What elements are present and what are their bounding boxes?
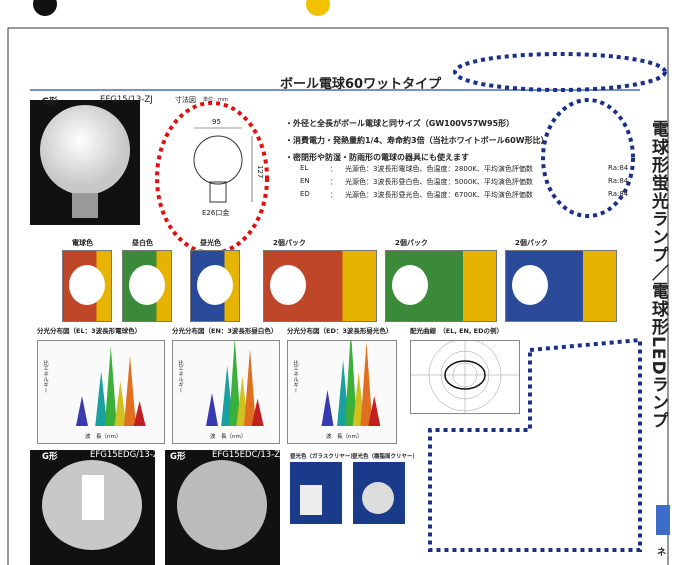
package-label: 昼光色 (200, 239, 221, 247)
package-label: 2個パック (515, 239, 548, 247)
spec-cell: 光源色：3波長形昼光色、色温度：6700K、平均演色評価数 (345, 191, 533, 199)
graph-title: 配光曲線 （EL, EN, EDの例） (410, 327, 504, 335)
height: 127 (256, 165, 264, 179)
feature: ・消費電力・発熱量約1/4、寿命約3倍（当社ホワイトボール60W形比） (285, 136, 549, 145)
polar (411, 338, 519, 413)
spectrum-peak (244, 349, 256, 426)
spectrum (321, 330, 381, 426)
spectrum-graph (37, 340, 165, 444)
graph-title: 分光分布図（ED：3波長形昼光色） (287, 327, 393, 335)
package-label: 2個パック (273, 239, 306, 247)
package-label: 昼白色 (132, 239, 153, 247)
package (263, 250, 377, 322)
x-label: 波 長（nm） (326, 434, 363, 440)
spec-cell: Ra:84 (608, 177, 629, 185)
shape: G形 (42, 97, 58, 107)
spec-cell: 光源色：3波長形電球色、色温度：2800K、平均演色評価数 (345, 165, 533, 173)
spectrum-peak (344, 330, 357, 426)
spec-cell: ： (330, 178, 337, 186)
y-label: 比エネルギー (177, 360, 183, 393)
title: ボール電球60ワットタイプ (280, 77, 442, 92)
spectrum-peak (95, 371, 108, 426)
graph-title: 分光分布図（EL：3波長形電球色） (37, 327, 142, 335)
spec-cell: ED (300, 190, 310, 198)
package (190, 250, 240, 322)
graph-title: 分光分布図（EN：3波長形昼白色） (172, 327, 278, 335)
package-label: 電球色 (72, 239, 93, 247)
bulb (270, 265, 306, 305)
model: EFG15EDC/13-ZJ (212, 450, 283, 460)
unit: 単位：mm (203, 97, 228, 103)
x-label: 波 長（nm） (210, 434, 247, 440)
x-label: 波 長（nm） (85, 434, 122, 440)
bottom-label: 昼光色（樹脂面クリヤー） (352, 454, 419, 460)
sidebar-title: 電球形蛍光ランプ／電球形LEDランプ (648, 120, 668, 430)
bulb (197, 265, 233, 305)
spec-cell: ： (330, 165, 337, 173)
y-label: 比エネルギー (292, 360, 298, 393)
spec-cell: Ra:84 (608, 164, 629, 172)
feature: ・外径と全長がボール電球と同サイズ（GW100V57W95形） (285, 119, 515, 128)
spec-cell: EL (300, 164, 309, 172)
spectrum-peak (251, 398, 264, 426)
package (62, 250, 112, 322)
spectrum-peak (76, 396, 88, 426)
polar-graph (410, 338, 520, 414)
width: 95 (212, 118, 221, 126)
shape: G形 (170, 452, 186, 462)
bulb (392, 265, 428, 305)
package-label: 2個パック (395, 239, 428, 247)
spectrum-graph (172, 338, 280, 444)
spectrum (76, 346, 146, 426)
y-label: 比エネルギー (42, 360, 48, 393)
bulb (129, 265, 165, 305)
sidebar-tab: ネ (657, 548, 667, 558)
spec-cell: Ra:84 (608, 190, 629, 198)
bulb (69, 265, 105, 305)
spectrum-peak (368, 396, 381, 426)
bulb (512, 265, 548, 305)
shape: G形 (42, 452, 58, 462)
base: E26口金 (202, 209, 230, 217)
package (385, 250, 497, 322)
spectrum-peak (114, 381, 127, 426)
package (122, 250, 172, 322)
spectrum-peak (360, 342, 373, 426)
package (505, 250, 617, 322)
model: EFG15/13-ZJ (100, 95, 153, 105)
spectrum-peak (104, 346, 117, 426)
spectrum-peak (321, 390, 334, 426)
spectrum (206, 338, 264, 426)
spectrum-peak (133, 401, 146, 426)
spec-cell: 光源色：3波長形昼白色、色温度：5000K、平均演色評価数 (345, 178, 533, 186)
spectrum-peak (228, 338, 241, 426)
bottom-label: 昼光色（ガラスクリヤー） (290, 454, 356, 460)
spectrum-peak (124, 356, 136, 426)
spec-cell: EN (300, 177, 310, 185)
spectrum-peak (206, 393, 218, 426)
model: EFG15EDG/13-ZJ (90, 450, 162, 460)
diagram-title: 寸法図 (175, 96, 196, 104)
spectrum-graph (287, 330, 397, 444)
feature: ・密閉形や防湿・防雨形の電球の器具にも使えます (285, 153, 469, 162)
spec-cell: ： (330, 191, 337, 199)
